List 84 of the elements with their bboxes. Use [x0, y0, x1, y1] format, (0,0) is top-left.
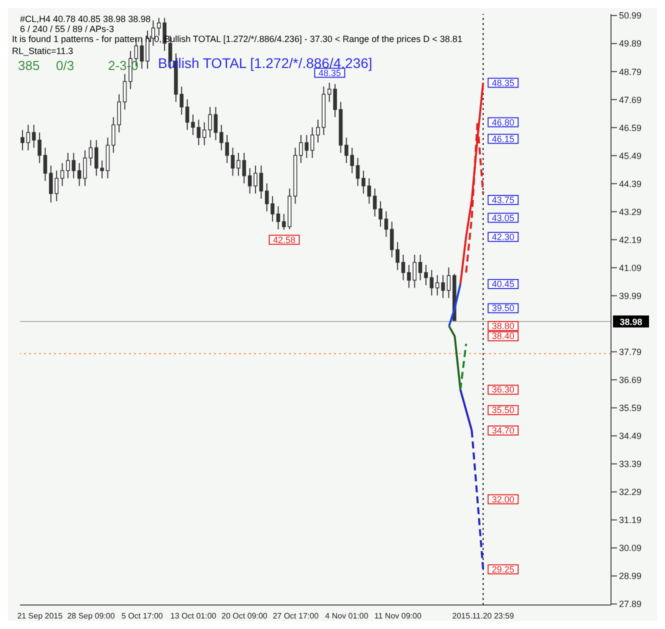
y-tick-label: 34.49 [619, 431, 642, 442]
candlestick [185, 98, 190, 130]
annotation: 35.50 [492, 405, 514, 416]
y-tick-label: 37.79 [619, 346, 642, 357]
candlestick [424, 264, 428, 286]
candlestick [20, 129, 24, 151]
candlestick [356, 157, 360, 186]
y-tick-label: 46.59 [619, 122, 642, 133]
annotation: 38.40 [492, 331, 514, 342]
annotation: 32.00 [492, 494, 514, 504]
candlestick [310, 126, 314, 158]
candlestick [43, 147, 48, 182]
y-tick-label: 43.29 [619, 206, 642, 217]
candlestick [259, 165, 264, 200]
candlestick [214, 106, 218, 141]
x-tick-label: 11 Nov 09:00 [374, 612, 422, 621]
x-tick-label: 28 Sep 09:00 [67, 612, 116, 621]
annotation: 42.30 [492, 232, 514, 242]
candlestick [401, 254, 406, 281]
candlestick [418, 254, 422, 281]
x-tick-label: 20 Oct 09:00 [222, 612, 268, 621]
candlestick [276, 206, 280, 230]
y-tick-label: 50.99 [619, 10, 642, 21]
y-tick-label: 41.09 [619, 262, 642, 273]
candlestick [83, 150, 87, 186]
line-series [459, 82, 484, 286]
candlestick [88, 140, 93, 166]
y-tick-label: 47.69 [619, 94, 642, 105]
candlestick [316, 119, 320, 144]
y-tick-label: 49.89 [619, 38, 642, 49]
y-tick-label: 36.69 [619, 375, 642, 386]
candlestick [441, 274, 445, 299]
annotation: 385 [18, 58, 40, 73]
annotation: 36.30 [492, 384, 514, 395]
y-tick-label: 44.39 [619, 178, 642, 189]
candlestick [430, 270, 434, 296]
annotation: 48.35 [318, 68, 341, 78]
text: 6 / 240 / 55 / 89 / APs-3 [20, 24, 114, 34]
x-tick-label: 4 Nov 01:00 [325, 612, 369, 621]
candlestick [26, 124, 30, 151]
y-tick-label: 30.09 [619, 543, 642, 554]
candlestick [151, 20, 156, 46]
candlestick [122, 73, 127, 110]
candlestick [191, 114, 195, 136]
annotation: 34.70 [492, 426, 514, 436]
candlestick [202, 122, 206, 146]
y-tick-label: 32.29 [619, 487, 642, 498]
candlestick [254, 165, 258, 194]
annotation: 43.05 [492, 212, 514, 223]
annotation: 40.45 [492, 279, 514, 290]
annotation: 42.58 [272, 234, 296, 245]
ref-line-label: 38.98 [620, 316, 642, 327]
annotation: 29.25 [492, 564, 514, 574]
y-tick-label: 42.19 [619, 234, 642, 245]
candlestick [196, 119, 201, 146]
annotation: 46.80 [492, 117, 514, 128]
x-tick-label: 21 Sep 2015 [17, 612, 64, 621]
candlestick [372, 188, 377, 218]
annotation: 38.80 [492, 321, 514, 332]
x-tick-label: 2015.11.20 23:59 [452, 612, 515, 621]
candlestick [248, 168, 252, 194]
candlestick [446, 266, 451, 299]
annotation: 39.50 [492, 303, 514, 314]
y-tick-label: 33.39 [619, 459, 642, 470]
y-tick-label: 35.59 [619, 403, 642, 414]
y-tick-label: 48.79 [619, 66, 642, 77]
x-tick-label: 5 Oct 17:00 [122, 612, 164, 621]
annotation: RL_Static=11.3 [12, 46, 74, 56]
candlestick [378, 200, 382, 228]
candlestick [230, 147, 235, 176]
annotation: 48.35 [492, 78, 514, 88]
candlestick [208, 106, 212, 138]
y-tick-label: 39.99 [619, 290, 642, 301]
annotation: 46.15 [492, 134, 514, 144]
y-tick-label: 27.89 [619, 599, 642, 610]
y-tick-label: 31.19 [619, 515, 642, 526]
chart-title: #CL,H4 40.78 40.85 38.98 38.98 [20, 14, 151, 24]
candlestick [384, 210, 388, 238]
x-tick-label: 27 Oct 17:00 [272, 612, 320, 621]
annotation: 0/3 [56, 58, 74, 73]
x-tick-label: 13 Oct 01:00 [170, 612, 217, 621]
y-tick-label: 28.99 [619, 571, 642, 582]
y-tick-label: 45.49 [619, 150, 642, 161]
annotation: 43.75 [492, 194, 514, 205]
